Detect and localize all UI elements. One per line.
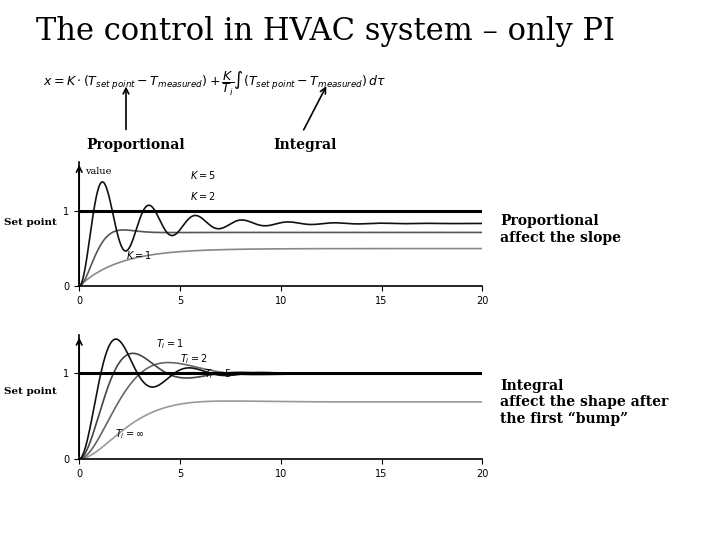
Text: Integral: Integral [274,138,337,152]
Text: $T_i = \infty$: $T_i = \infty$ [115,427,145,441]
Text: $T_i = 2$: $T_i = 2$ [180,352,207,366]
Text: The control in HVAC system – only PI: The control in HVAC system – only PI [36,16,615,47]
Text: $T_i = 1$: $T_i = 1$ [156,338,183,352]
Text: $K = 5$: $K = 5$ [190,170,216,181]
Text: $K = 2$: $K = 2$ [190,190,216,201]
Text: Set point: Set point [4,218,56,227]
Text: Proportional
affect the slope: Proportional affect the slope [500,214,621,245]
Text: $x = K \cdot (T_{set\ point} - T_{measured}) + \dfrac{K}{T_i}\int(T_{set\ point}: $x = K \cdot (T_{set\ point} - T_{measur… [43,70,387,98]
Text: $T_i = 5$: $T_i = 5$ [204,368,232,381]
Text: Set point: Set point [4,387,56,396]
Text: $K = 1$: $K = 1$ [125,249,151,261]
Text: Proportional: Proportional [86,138,185,152]
Text: Integral
affect the shape after
the first “bump”: Integral affect the shape after the firs… [500,379,669,426]
Text: value: value [85,167,112,176]
